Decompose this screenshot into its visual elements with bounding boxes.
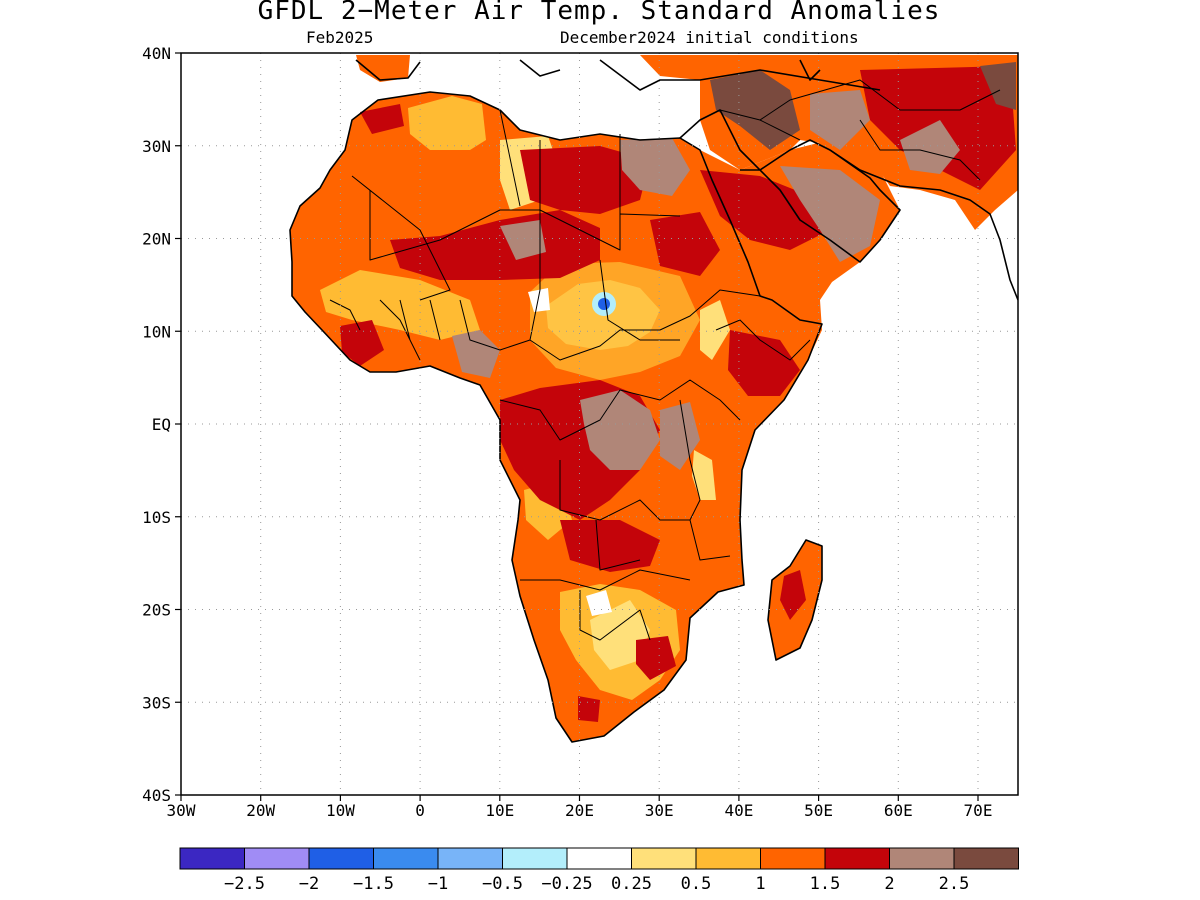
colorbar-label: −0.5 xyxy=(482,874,523,894)
anomaly-high-11 xyxy=(780,570,806,620)
anomaly-veryhigh-8 xyxy=(900,120,960,174)
anomaly-veryhigh-4 xyxy=(452,330,500,378)
anomaly-high-3 xyxy=(650,212,720,276)
lat-tick-label: 30S xyxy=(142,693,171,712)
map-title: GFDL 2−Meter Air Temp. Standard Anomalie… xyxy=(257,0,941,26)
colorbar-swatch xyxy=(695,847,761,870)
colorbar: −2.5 −2 −1.5 −1 −0.5 −0.25 0.25 0.5 1 1.5 2 2.5 xyxy=(179,847,1019,894)
colorbar-label: −2 xyxy=(299,874,319,894)
lon-tick-label: 10W xyxy=(326,801,355,820)
colorbar-swatch xyxy=(566,847,632,870)
lat-tick-label: EQ xyxy=(152,415,171,434)
lon-tick-label: 40E xyxy=(724,801,753,820)
anomaly-high-10 xyxy=(578,696,600,722)
colorbar-label: −1.5 xyxy=(353,874,394,894)
coastlines xyxy=(289,59,1018,743)
latitude-labels: 40N 30N 20N 10N EQ 10S 20S 30S 40S xyxy=(142,44,171,805)
africa-coastline xyxy=(289,91,823,743)
anomaly-high-2 xyxy=(390,210,600,280)
lon-tick-label: 50E xyxy=(804,801,833,820)
colorbar-swatch xyxy=(889,847,955,870)
anomaly-high-8 xyxy=(728,330,800,396)
anomaly-veryhigh-1 xyxy=(620,138,690,196)
colorbar-swatch xyxy=(308,847,374,870)
madagascar-coastline xyxy=(767,539,823,661)
anomaly-light-2 xyxy=(530,262,700,380)
colorbar-swatch xyxy=(760,847,826,870)
lon-tick-label: 20W xyxy=(246,801,275,820)
lon-tick-label: 20E xyxy=(565,801,594,820)
lat-tick-label: 30N xyxy=(142,137,171,156)
anomaly-extreme-2 xyxy=(980,62,1016,110)
colorbar-label: −1 xyxy=(428,874,448,894)
anomaly-cold-spot-core xyxy=(598,298,610,310)
colorbar-swatch xyxy=(631,847,697,870)
caspian-coastline xyxy=(799,59,821,81)
colorbar-swatch xyxy=(244,847,310,870)
anomaly-high-12 xyxy=(340,320,384,366)
colorbar-label: 1.5 xyxy=(810,874,841,894)
anomaly-high-5 xyxy=(560,520,660,572)
longitude-labels: 30W 20W 10W 0 10E 20E 30E 40E 50E 60E 70E xyxy=(167,801,993,820)
colorbar-label: 2 xyxy=(884,874,894,894)
lon-tick-label: 30E xyxy=(645,801,674,820)
anomaly-extreme-1 xyxy=(710,70,800,150)
colorbar-swatch xyxy=(502,847,568,870)
lon-tick-label: 60E xyxy=(884,801,913,820)
map-frame xyxy=(180,52,1019,796)
initial-conditions-label: December2024 initial conditions xyxy=(560,28,859,47)
anomaly-light-7 xyxy=(590,600,650,670)
lat-tick-label: 10S xyxy=(142,508,171,527)
graticule xyxy=(175,52,1018,801)
lat-tick-label: 10N xyxy=(142,322,171,341)
colorbar-label: −2.5 xyxy=(224,874,265,894)
lat-tick-label: 40S xyxy=(142,786,171,805)
anomaly-high-9 xyxy=(636,636,676,680)
anomaly-light-3 xyxy=(408,96,486,150)
colorbar-swatch xyxy=(437,847,503,870)
colorbar-swatch xyxy=(824,847,890,870)
lon-tick-label: 30W xyxy=(167,801,196,820)
anomaly-high-1 xyxy=(520,146,650,214)
anomaly-veryhigh-5 xyxy=(810,90,870,150)
anomaly-field xyxy=(290,55,1018,742)
anomaly-high-6 xyxy=(700,170,830,250)
anomaly-light-10 xyxy=(692,450,716,500)
colorbar-swatch xyxy=(373,847,439,870)
arabia-coastline xyxy=(679,109,901,263)
anomaly-veryhigh-2 xyxy=(500,220,546,260)
iberia-fill xyxy=(356,55,410,82)
forecast-month: Feb2025 xyxy=(306,28,374,47)
lon-tick-label: 0 xyxy=(415,801,425,820)
anomaly-light-11 xyxy=(528,288,550,312)
anomaly-light-5 xyxy=(320,270,480,340)
colorbar-swatch xyxy=(179,847,245,870)
anomaly-light-12 xyxy=(586,590,612,616)
colorbar-label: 0.25 xyxy=(611,874,652,894)
colorbar-label: 0.5 xyxy=(681,874,712,894)
colorbar-label: 2.5 xyxy=(939,874,970,894)
anomaly-high-13 xyxy=(360,104,404,134)
country-borders xyxy=(329,79,1001,641)
anomaly-veryhigh-7 xyxy=(660,402,700,470)
lat-tick-label: 20S xyxy=(142,601,171,620)
anomaly-veryhigh-6 xyxy=(780,166,880,262)
lat-tick-label: 20N xyxy=(142,230,171,249)
colorbar-label: 1 xyxy=(755,874,765,894)
colorbar-label: −0.25 xyxy=(541,874,592,894)
anomaly-light-8 xyxy=(700,300,730,360)
lon-tick-label: 70E xyxy=(964,801,993,820)
lat-tick-label: 40N xyxy=(142,44,171,63)
anomaly-veryhigh-3 xyxy=(580,390,660,470)
colorbar-swatch xyxy=(953,847,1019,870)
persian-gulf-coastline xyxy=(829,149,1018,301)
europe-coastline xyxy=(355,59,881,91)
lon-tick-label: 10E xyxy=(485,801,514,820)
